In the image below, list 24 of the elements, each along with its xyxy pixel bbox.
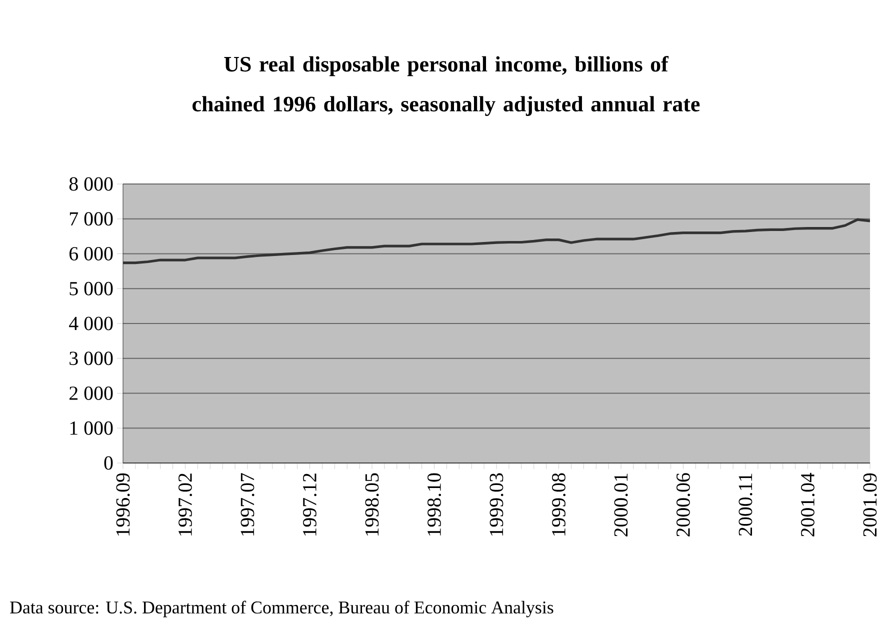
- x-tick-label: 1999.03: [490, 473, 504, 536]
- y-tick-label: 5 000: [70, 282, 113, 296]
- chart-title: US real disposable personal income, billions of chained 1996 dollars, seasonally adjusted annual rate: [192, 56, 700, 116]
- x-tick-label: 1997.02: [178, 474, 192, 536]
- y-tick-label: 4 000: [69, 316, 113, 330]
- x-tick-label: 2000.11: [738, 474, 752, 536]
- y-tick-label: 6 000: [70, 247, 113, 260]
- x-tick-label: 1999.08: [552, 473, 566, 536]
- y-tick-label: 3 000: [70, 352, 113, 366]
- x-tick-label: 2000.06: [676, 473, 690, 536]
- x-tick-label: 1998.05: [365, 473, 379, 536]
- source-note: Data source: U.S. Department of Commerce, Bureau of Economic Analysis: [10, 600, 554, 618]
- x-tick-label: 1996.09: [116, 473, 130, 536]
- x-tick-label: 1997.07: [240, 473, 254, 536]
- x-tick-label: 1998.10: [427, 473, 442, 536]
- x-tick-label: 2001.04: [800, 472, 815, 536]
- y-tick-label: 0: [104, 456, 113, 470]
- x-tick-label: 2000.01: [614, 474, 628, 536]
- y-tick-label: 7 000: [70, 212, 113, 226]
- y-tick-label: 1 000: [70, 421, 113, 435]
- y-tick-label: 2 000: [70, 386, 113, 400]
- x-tick-label: 1997.12: [303, 474, 316, 536]
- x-tick-label: 2001.09: [863, 473, 877, 536]
- y-tick-label: 8 000: [69, 177, 113, 191]
